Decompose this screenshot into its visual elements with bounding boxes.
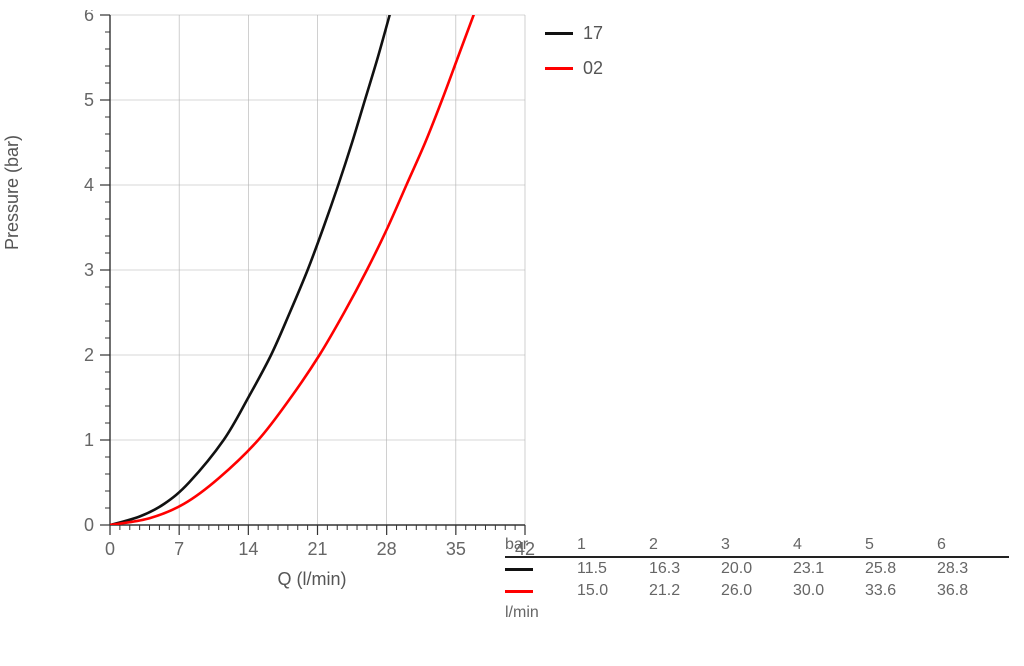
- table-column-header: 2: [649, 534, 721, 557]
- table-cell: 21.2: [649, 580, 721, 602]
- legend-item: 02: [545, 58, 603, 79]
- table-cell: 26.0: [721, 580, 793, 602]
- y-tick-label: 6: [84, 10, 94, 25]
- table-column-header: 4: [793, 534, 865, 557]
- table-row: 11.516.320.023.125.828.3: [505, 557, 1009, 580]
- x-tick-label: 28: [377, 539, 397, 559]
- legend-swatch: [545, 67, 573, 70]
- x-tick-label: 21: [307, 539, 327, 559]
- table-column-header: 5: [865, 534, 937, 557]
- x-tick-label: 7: [174, 539, 184, 559]
- y-tick-label: 4: [84, 175, 94, 195]
- table-cell: 23.1: [793, 557, 865, 580]
- legend-label: 02: [583, 58, 603, 79]
- y-tick-label: 5: [84, 90, 94, 110]
- x-tick-label: 14: [238, 539, 258, 559]
- y-axis-label: Pressure (bar): [2, 135, 23, 250]
- table-cell: 36.8: [937, 580, 1009, 602]
- x-axis-label: Q (l/min): [278, 569, 347, 590]
- chart-container: 0714212835420123456: [30, 10, 550, 580]
- table-cell: 25.8: [865, 557, 937, 580]
- legend-label: 17: [583, 23, 603, 44]
- table-header-bar: bar: [505, 534, 577, 557]
- y-tick-label: 2: [84, 345, 94, 365]
- y-tick-label: 0: [84, 515, 94, 535]
- table-column-header: 6: [937, 534, 1009, 557]
- series-swatch: [505, 590, 533, 593]
- table-footer-lmin: l/min: [505, 602, 577, 624]
- table-row: 15.021.226.030.033.636.8: [505, 580, 1009, 602]
- table-cell: 28.3: [937, 557, 1009, 580]
- table-cell: 11.5: [577, 557, 649, 580]
- data-table: bar12345611.516.320.023.125.828.315.021.…: [505, 534, 1009, 624]
- legend-swatch: [545, 32, 573, 35]
- series-swatch: [505, 568, 533, 571]
- legend-item: 17: [545, 23, 603, 44]
- table-cell: 20.0: [721, 557, 793, 580]
- table-cell: 33.6: [865, 580, 937, 602]
- pressure-flow-chart: 0714212835420123456: [30, 10, 550, 575]
- x-tick-label: 0: [105, 539, 115, 559]
- table-column-header: 1: [577, 534, 649, 557]
- y-tick-label: 3: [84, 260, 94, 280]
- table-cell: 16.3: [649, 557, 721, 580]
- y-tick-label: 1: [84, 430, 94, 450]
- legend: 1702: [545, 23, 603, 93]
- table-cell: 30.0: [793, 580, 865, 602]
- table-column-header: 3: [721, 534, 793, 557]
- page-root: 0714212835420123456 Pressure (bar) Q (l/…: [0, 0, 1024, 666]
- table-cell: 15.0: [577, 580, 649, 602]
- x-tick-label: 35: [446, 539, 466, 559]
